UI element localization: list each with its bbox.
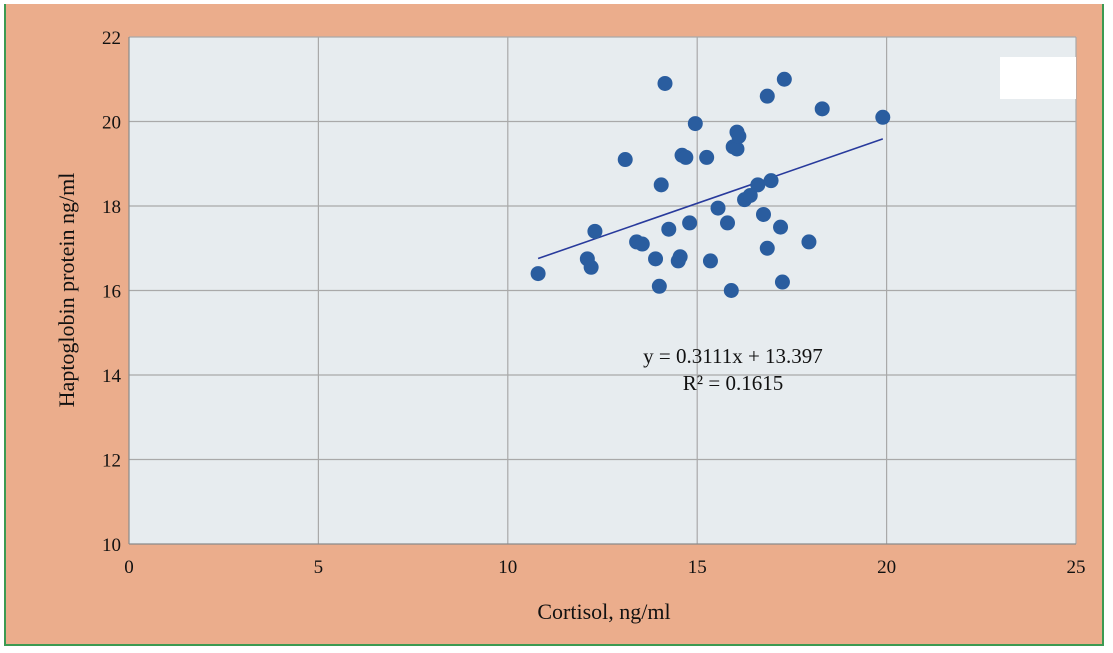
chart-frame	[4, 4, 1104, 646]
trendline-r-squared: R² = 0.1615	[683, 371, 783, 395]
data-point	[617, 152, 633, 168]
data-point	[801, 234, 817, 250]
data-point	[759, 240, 775, 256]
data-point	[530, 266, 546, 282]
data-point	[759, 88, 775, 104]
data-point	[710, 200, 726, 216]
x-tick-label: 15	[688, 557, 707, 578]
data-point	[587, 223, 603, 239]
data-point	[657, 75, 673, 91]
data-point	[720, 215, 736, 231]
y-axis-title: Haptoglobin protein ng/ml	[54, 173, 79, 408]
data-point	[750, 177, 766, 193]
y-tick-label: 10	[102, 535, 121, 556]
data-point	[723, 283, 739, 298]
x-axis-title: Cortisol, ng/ml	[537, 599, 670, 624]
data-point	[682, 215, 698, 231]
y-tick-label: 22	[102, 28, 121, 49]
data-point	[699, 149, 715, 165]
data-point	[731, 128, 747, 144]
data-point	[774, 274, 790, 290]
data-point	[648, 251, 664, 267]
y-tick-label: 12	[102, 451, 121, 472]
data-point	[687, 116, 703, 132]
legend-box	[1000, 57, 1076, 99]
y-tick-label: 14	[102, 366, 122, 387]
data-point	[653, 177, 669, 193]
data-point	[661, 221, 677, 237]
x-tick-label: 5	[314, 557, 324, 578]
x-tick-labels: 0 5 10 15 20 25	[124, 557, 1085, 578]
x-tick-label: 20	[877, 557, 896, 578]
data-point	[776, 71, 792, 87]
data-point	[729, 141, 745, 157]
data-point	[651, 278, 667, 294]
x-tick-label: 0	[124, 557, 134, 578]
data-point	[583, 259, 599, 275]
data-point	[634, 236, 650, 252]
x-tick-label: 25	[1067, 557, 1086, 578]
y-tick-label: 20	[102, 113, 121, 134]
data-point	[814, 101, 830, 117]
trendline-equation: y = 0.3111x + 13.397	[643, 344, 823, 368]
data-point	[755, 206, 771, 222]
data-points	[530, 71, 891, 298]
data-point	[875, 109, 891, 125]
data-point	[678, 149, 694, 165]
data-point	[773, 219, 789, 235]
x-tick-label: 10	[498, 557, 517, 578]
y-tick-labels: 10 12 14 16 18 20 22	[102, 28, 122, 556]
data-point	[742, 187, 758, 203]
y-tick-label: 18	[102, 197, 121, 218]
data-point	[702, 253, 718, 269]
data-point	[763, 173, 779, 189]
data-point	[672, 249, 688, 265]
y-tick-label: 16	[102, 282, 121, 303]
